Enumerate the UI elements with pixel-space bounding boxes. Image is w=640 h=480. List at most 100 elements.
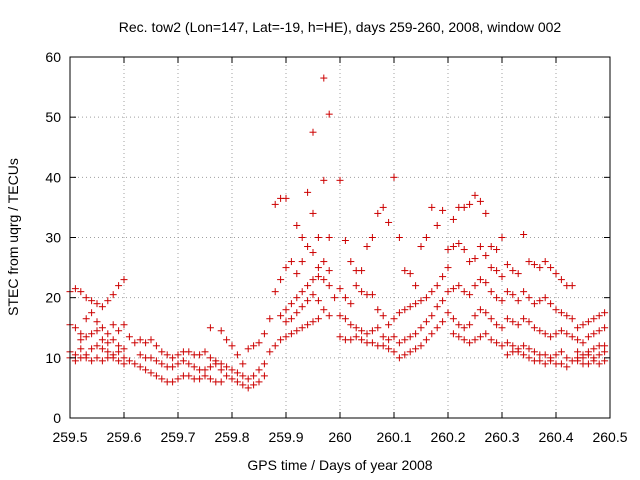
data-point (109, 321, 117, 329)
data-point (314, 273, 322, 281)
data-point (320, 276, 328, 284)
data-point (395, 354, 403, 362)
data-point (498, 273, 506, 281)
data-point (363, 330, 371, 338)
data-point (352, 282, 360, 290)
data-point (320, 258, 328, 266)
data-point (476, 276, 484, 284)
data-point (287, 330, 295, 338)
data-point (568, 333, 576, 341)
data-point (104, 348, 112, 356)
data-point (174, 351, 182, 359)
x-tick-label: 259.9 (268, 429, 303, 445)
data-point (287, 300, 295, 308)
data-point (104, 297, 112, 305)
data-point (482, 252, 490, 260)
x-tick-label: 259.8 (214, 429, 249, 445)
data-point (503, 288, 511, 296)
data-point (428, 330, 436, 338)
data-point (179, 357, 187, 365)
y-tick-label: 0 (53, 410, 61, 426)
data-point (309, 209, 317, 217)
data-point (574, 348, 582, 356)
data-point (120, 354, 128, 362)
data-point (71, 357, 79, 365)
data-point (93, 318, 101, 326)
data-point (314, 264, 322, 272)
data-point (77, 288, 85, 296)
data-point (314, 234, 322, 241)
data-point (444, 288, 452, 296)
data-point (412, 300, 420, 308)
x-tick-label: 260.1 (376, 429, 411, 445)
data-point (390, 173, 398, 181)
x-tick-label: 260.2 (430, 429, 465, 445)
data-point (169, 378, 177, 386)
data-point (71, 351, 79, 359)
data-point (109, 336, 117, 344)
data-point (152, 342, 160, 350)
data-point (385, 218, 393, 226)
data-point (541, 351, 549, 359)
data-point (71, 285, 79, 293)
data-point (536, 297, 544, 305)
data-point (304, 243, 312, 251)
axis-ticks (69, 56, 611, 419)
data-point (471, 336, 479, 344)
data-point (595, 351, 603, 359)
data-point (493, 267, 501, 275)
data-point (142, 366, 150, 374)
data-point (509, 318, 517, 326)
data-point (293, 327, 301, 335)
data-point (77, 345, 85, 353)
data-point (142, 339, 150, 347)
data-point (277, 312, 285, 320)
x-tick-label: 260 (328, 429, 352, 445)
data-point (379, 203, 387, 211)
data-point (77, 336, 85, 344)
data-point (541, 330, 549, 338)
data-point (541, 258, 549, 266)
data-point (347, 321, 355, 329)
data-point (374, 324, 382, 332)
data-point (206, 324, 214, 332)
data-point (325, 110, 333, 118)
data-point (439, 297, 447, 305)
data-point (282, 264, 290, 272)
data-point (395, 339, 403, 347)
data-point (525, 258, 533, 266)
data-point (71, 324, 79, 332)
data-point (104, 330, 112, 338)
data-point (347, 300, 355, 308)
data-point (217, 366, 225, 374)
data-point (196, 375, 204, 383)
data-point (476, 243, 484, 251)
data-point (77, 330, 85, 338)
data-point (98, 324, 106, 332)
data-point (320, 74, 328, 82)
y-tick-label: 40 (45, 169, 61, 185)
data-point (223, 372, 231, 380)
data-point (444, 309, 452, 317)
data-point (368, 327, 376, 335)
data-point (503, 261, 511, 269)
data-point (557, 276, 565, 284)
data-point (503, 315, 511, 323)
data-point (466, 200, 474, 208)
data-point (374, 209, 382, 217)
data-point (228, 366, 236, 374)
data-point (395, 234, 403, 241)
data-point (120, 276, 128, 284)
data-point (228, 342, 236, 350)
data-point (217, 378, 225, 386)
data-point (487, 264, 495, 272)
data-point (131, 339, 139, 347)
data-point (93, 327, 101, 335)
data-point (82, 294, 90, 302)
data-point (498, 297, 506, 305)
data-point (433, 324, 441, 332)
data-point (601, 309, 609, 317)
data-point (406, 303, 414, 311)
data-point (563, 312, 571, 320)
data-point (471, 312, 479, 320)
